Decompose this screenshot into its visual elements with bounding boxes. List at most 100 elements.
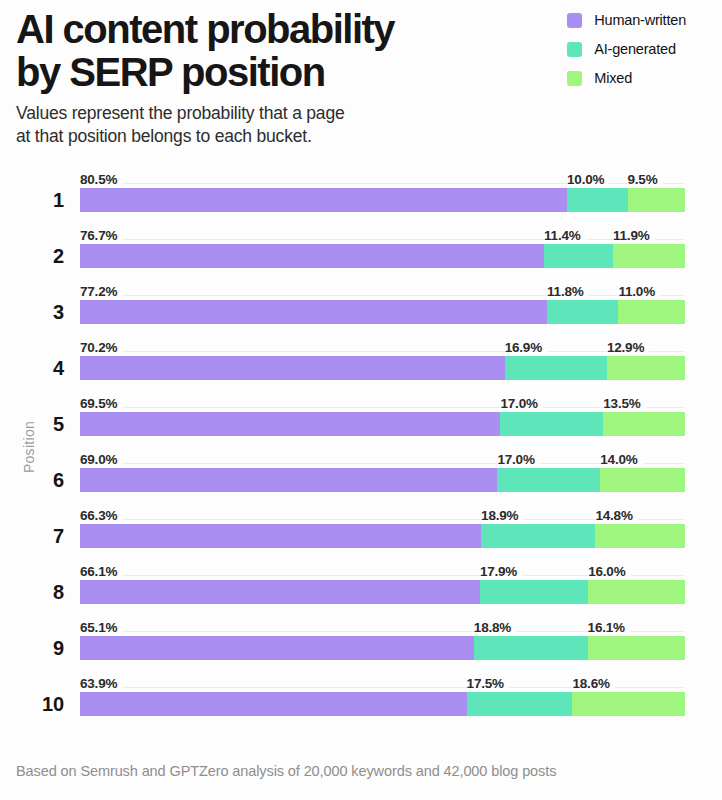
value-label-ai: 17.5% xyxy=(467,676,509,691)
value-label-mixed: 11.0% xyxy=(618,284,660,299)
value-label-ai: 18.8% xyxy=(474,620,516,635)
chart-rows: 180.5%10.0%9.5%276.7%11.4%11.9%377.2%11.… xyxy=(42,167,685,727)
bar-segment-mixed xyxy=(618,300,685,324)
value-label-mixed: 18.6% xyxy=(572,676,614,691)
bar-segment-human xyxy=(80,692,467,716)
value-labels-row: 69.0%17.0%14.0% xyxy=(80,447,685,468)
chart-row: 965.1% 18.8% 16.1% xyxy=(42,615,685,671)
bar-segment-ai xyxy=(481,524,595,548)
bar-segment-mixed xyxy=(572,692,685,716)
value-label-human: 63.9% xyxy=(80,676,122,691)
bar-area: 65.1% 18.8% 16.1% xyxy=(80,615,685,671)
legend-item-mixed: Mixed xyxy=(567,70,686,86)
position-tick-label: 3 xyxy=(42,279,80,335)
bar-segment-ai xyxy=(497,468,600,492)
value-label-ai: 17.0% xyxy=(500,396,542,411)
stacked-bar xyxy=(80,356,685,380)
stacked-bar xyxy=(80,300,685,324)
value-labels-row: 66.3%18.9%14.8% xyxy=(80,503,685,524)
page-subtitle-line1: Values represent the probability that a … xyxy=(16,102,394,125)
mixed-swatch-icon xyxy=(567,71,582,86)
bar-segment-mixed xyxy=(588,636,685,660)
value-label-human: 69.0% xyxy=(80,452,122,467)
page-subtitle-line2: at that position belongs to each bucket. xyxy=(16,125,394,148)
value-label-human: 70.2% xyxy=(80,340,122,355)
value-label-mixed: 16.0% xyxy=(588,564,630,579)
bar-segment-human xyxy=(80,412,500,436)
bar-segment-ai xyxy=(544,244,613,268)
page-title-line1: AI content probability xyxy=(16,8,394,51)
bar-area: 63.9% 17.5% 18.6% xyxy=(80,671,685,727)
chart-row: 276.7%11.4%11.9% xyxy=(42,223,685,279)
bar-segment-human xyxy=(80,244,544,268)
bar-segment-human xyxy=(80,580,480,604)
human-written-swatch-icon xyxy=(567,13,582,28)
value-labels-row: 63.9% 17.5% 18.6% xyxy=(80,671,685,692)
value-label-ai: 17.9% xyxy=(480,564,522,579)
value-labels-row: 77.2%11.8%11.0% xyxy=(80,279,685,300)
value-label-ai: 11.8% xyxy=(547,284,589,299)
value-label-ai: 17.0% xyxy=(497,452,539,467)
value-labels-row: 65.1% 18.8% 16.1% xyxy=(80,615,685,636)
value-label-mixed: 11.9% xyxy=(613,228,655,243)
bar-segment-mixed xyxy=(607,356,685,380)
bar-segment-mixed xyxy=(595,524,685,548)
value-label-human: 80.5% xyxy=(80,172,122,187)
header: AI content probability by SERP position … xyxy=(0,0,722,149)
value-label-human: 65.1% xyxy=(80,620,122,635)
position-tick-label: 7 xyxy=(42,503,80,559)
value-label-human: 69.5% xyxy=(80,396,122,411)
value-label-mixed: 16.1% xyxy=(588,620,630,635)
bar-segment-human xyxy=(80,468,497,492)
bar-area: 66.1%17.9%16.0% xyxy=(80,559,685,615)
legend-label: Mixed xyxy=(594,70,632,86)
bar-segment-human xyxy=(80,188,567,212)
bar-area: 69.0%17.0%14.0% xyxy=(80,447,685,503)
bar-area: 69.5% 17.0% 13.5% xyxy=(80,391,685,447)
value-labels-row: 80.5%10.0%9.5% xyxy=(80,167,685,188)
value-labels-row: 76.7%11.4%11.9% xyxy=(80,223,685,244)
legend-label: AI-generated xyxy=(594,41,675,57)
value-label-mixed: 13.5% xyxy=(603,396,645,411)
chart-row: 866.1%17.9%16.0% xyxy=(42,559,685,615)
position-tick-label: 5 xyxy=(42,391,80,447)
chart-row: 766.3%18.9%14.8% xyxy=(42,503,685,559)
value-label-ai: 10.0% xyxy=(567,172,609,187)
position-tick-label: 6 xyxy=(42,447,80,503)
bar-area: 76.7%11.4%11.9% xyxy=(80,223,685,279)
chart-row: 669.0%17.0%14.0% xyxy=(42,447,685,503)
position-tick-label: 4 xyxy=(42,335,80,391)
bar-segment-human xyxy=(80,636,474,660)
bar-segment-human xyxy=(80,300,547,324)
stacked-bar xyxy=(80,692,685,716)
title-block: AI content probability by SERP position … xyxy=(16,8,394,149)
y-axis-label: Position xyxy=(21,420,37,472)
page-title-line2: by SERP position xyxy=(16,51,394,94)
bar-segment-mixed xyxy=(628,188,685,212)
bar-segment-ai xyxy=(474,636,588,660)
bar-segment-ai xyxy=(500,412,603,436)
value-label-human: 76.7% xyxy=(80,228,122,243)
bar-segment-ai xyxy=(567,188,628,212)
stacked-bar xyxy=(80,580,685,604)
legend-item-human-written: Human-written xyxy=(567,12,686,28)
value-label-mixed: 12.9% xyxy=(607,340,649,355)
value-label-ai: 18.9% xyxy=(481,508,523,523)
page-title: AI content probability by SERP position xyxy=(16,8,394,94)
bar-segment-mixed xyxy=(613,244,685,268)
bar-segment-human xyxy=(80,356,505,380)
legend: Human-written AI-generated Mixed xyxy=(567,8,686,99)
stacked-bar xyxy=(80,636,685,660)
chart-row: 1063.9%17.5%18.6% xyxy=(42,671,685,727)
position-tick-label: 2 xyxy=(42,223,80,279)
value-label-ai: 16.9% xyxy=(505,340,547,355)
position-tick-label: 1 xyxy=(42,167,80,223)
source-note: Based on Semrush and GPTZero analysis of… xyxy=(0,763,722,779)
stacked-bar-chart: Position 180.5%10.0%9.5%276.7%11.4%11.9%… xyxy=(0,167,722,727)
page-subtitle: Values represent the probability that a … xyxy=(16,102,394,148)
position-tick-label: 9 xyxy=(42,615,80,671)
legend-item-ai-generated: AI-generated xyxy=(567,41,686,57)
chart-row: 569.5% 17.0% 13.5% xyxy=(42,391,685,447)
value-labels-row: 70.2% 16.9% 12.9% xyxy=(80,335,685,356)
value-labels-row: 69.5% 17.0% 13.5% xyxy=(80,391,685,412)
